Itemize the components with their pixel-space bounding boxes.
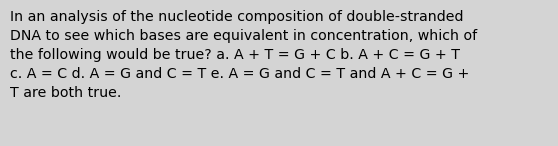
Text: In an analysis of the nucleotide composition of double-stranded
DNA to see which: In an analysis of the nucleotide composi…: [10, 10, 477, 100]
